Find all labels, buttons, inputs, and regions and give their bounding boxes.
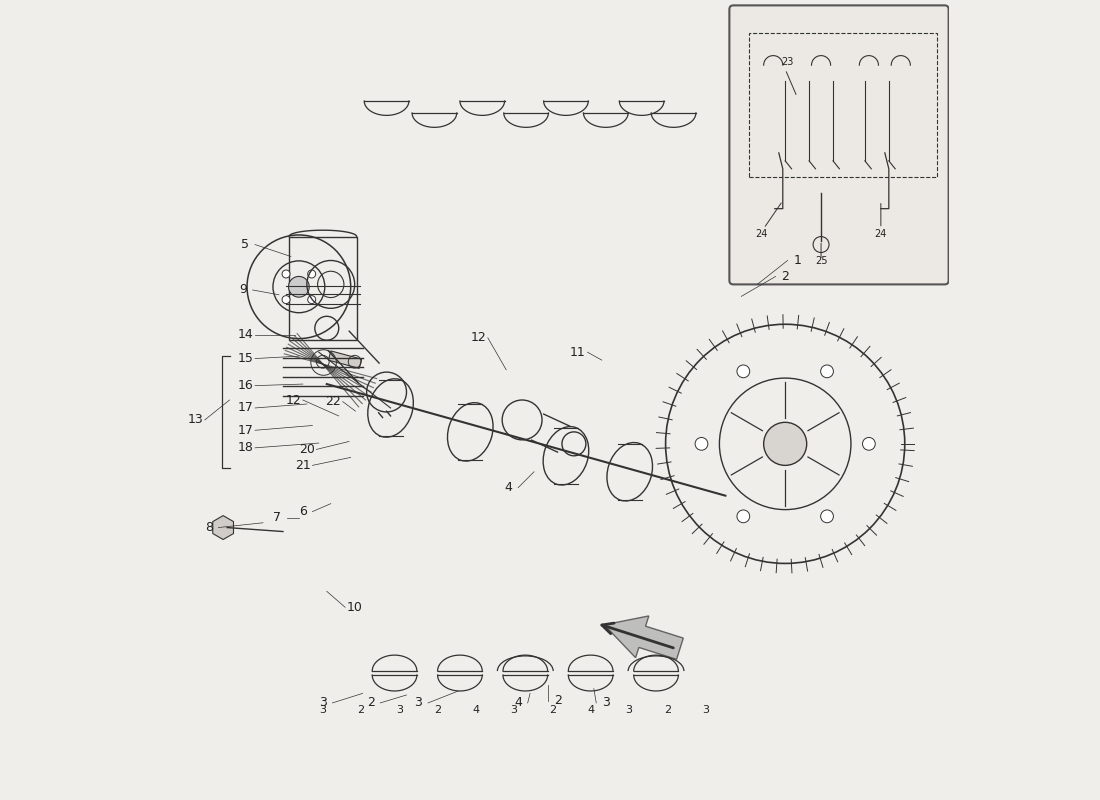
Text: 2: 2 xyxy=(554,694,562,707)
Bar xyxy=(749,34,937,177)
Text: 15: 15 xyxy=(238,352,253,365)
Circle shape xyxy=(308,296,316,304)
Text: 17: 17 xyxy=(238,402,253,414)
Text: 3: 3 xyxy=(510,705,518,714)
Text: 2: 2 xyxy=(549,705,556,714)
Circle shape xyxy=(821,365,834,378)
Text: 11: 11 xyxy=(570,346,586,358)
Text: 2: 2 xyxy=(358,705,364,714)
Text: 7: 7 xyxy=(274,511,282,525)
Text: 3: 3 xyxy=(319,705,327,714)
Text: 13: 13 xyxy=(187,414,204,426)
Circle shape xyxy=(737,510,750,522)
Text: 4: 4 xyxy=(505,481,513,494)
Circle shape xyxy=(288,277,309,297)
Text: 10: 10 xyxy=(346,601,363,614)
Text: 18: 18 xyxy=(238,442,253,454)
Circle shape xyxy=(695,438,708,450)
Text: 12: 12 xyxy=(471,331,486,344)
Text: 25: 25 xyxy=(815,257,827,266)
Text: 21: 21 xyxy=(295,459,310,472)
Text: 24: 24 xyxy=(755,229,768,238)
Text: 3: 3 xyxy=(702,705,710,714)
FancyBboxPatch shape xyxy=(729,6,948,285)
Text: 3: 3 xyxy=(415,697,422,710)
Circle shape xyxy=(862,438,876,450)
Text: 9: 9 xyxy=(239,283,248,297)
Circle shape xyxy=(737,365,750,378)
Text: 4: 4 xyxy=(514,697,522,710)
Text: 2: 2 xyxy=(434,705,441,714)
Circle shape xyxy=(282,270,290,278)
Text: 4: 4 xyxy=(587,705,594,714)
Text: 3: 3 xyxy=(396,705,403,714)
Text: 17: 17 xyxy=(238,424,253,437)
Text: 3: 3 xyxy=(602,697,609,710)
Text: 2: 2 xyxy=(781,270,789,283)
Text: 3: 3 xyxy=(626,705,632,714)
Text: 22: 22 xyxy=(326,395,341,408)
Text: 23: 23 xyxy=(781,57,794,67)
Text: 16: 16 xyxy=(238,379,253,392)
Circle shape xyxy=(763,422,806,466)
Circle shape xyxy=(282,296,290,304)
Text: 4: 4 xyxy=(472,705,480,714)
Text: 5: 5 xyxy=(242,238,250,251)
Text: 24: 24 xyxy=(874,229,887,238)
Text: 12: 12 xyxy=(285,394,301,406)
Circle shape xyxy=(821,510,834,522)
Text: 6: 6 xyxy=(299,505,307,518)
Text: 14: 14 xyxy=(238,328,253,341)
Text: 1: 1 xyxy=(793,254,801,267)
Text: 3: 3 xyxy=(319,697,327,710)
Circle shape xyxy=(308,270,316,278)
Text: 20: 20 xyxy=(299,443,315,456)
Text: 8: 8 xyxy=(205,521,212,534)
Text: 2: 2 xyxy=(366,697,375,710)
Bar xyxy=(329,351,362,368)
Text: 2: 2 xyxy=(663,705,671,714)
FancyArrow shape xyxy=(604,616,683,659)
